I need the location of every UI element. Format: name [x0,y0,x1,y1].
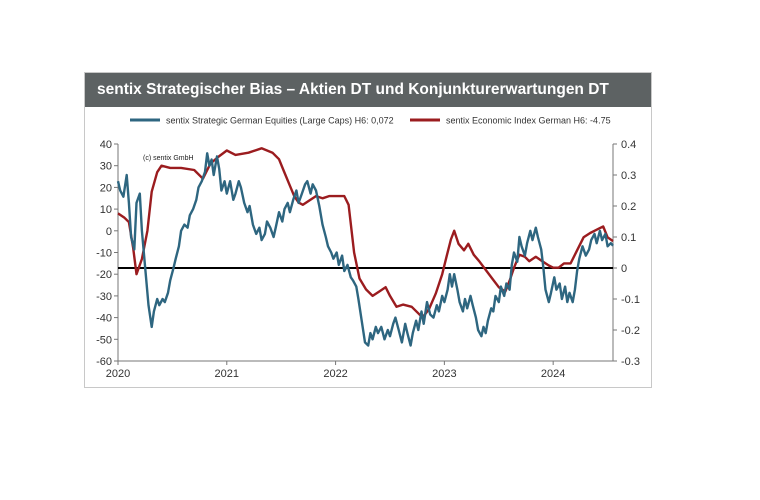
series-line-economic [117,147,614,319]
x-tick-label: 2020 [106,368,130,380]
y-left-tick-label: -30 [96,291,112,303]
axes: 40 30 20 10 0 -10 -20 -30 -40 -50 -60 0.4 0.3 0.2 0.1 0… [96,139,640,380]
y-left-tick-label: 20 [100,182,112,194]
series-lines [116,147,614,347]
y-left-tick-label: 40 [100,139,112,151]
y-left-tick-label: -60 [96,356,112,368]
y-right-tick-label: 0.4 [621,139,636,151]
chart-frame: sentix Strategischer Bias – Aktien DT un… [84,72,652,388]
x-tick-label: 2023 [432,368,456,380]
legend-label-economic: sentix Economic Index German H6: -4.75 [446,116,611,126]
y-right-tick-label: -0.1 [621,294,640,306]
y-right-tick-label: 0.2 [621,201,636,213]
legend: sentix Strategic German Equities (Large … [130,116,611,126]
legend-label-equities: sentix Strategic German Equities (Large … [166,116,394,126]
series-line-equities [116,152,614,347]
y-left-tick-label: 0 [106,226,112,238]
y-right-tick-label: -0.3 [621,356,640,368]
y-right-tick-label: 0.3 [621,170,636,182]
y-right-tick-label: -0.2 [621,325,640,337]
chart-title: sentix Strategischer Bias – Aktien DT un… [85,73,651,107]
x-tick-label: 2024 [541,368,565,380]
x-tick-label: 2021 [215,368,239,380]
x-tick-label: 2022 [323,368,347,380]
y-left-tick-label: 30 [100,161,112,173]
y-right-tick-label: 0 [621,263,627,275]
copyright-note: (c) sentix GmbH [143,155,194,162]
y-left-tick-label: -20 [96,269,112,281]
y-right-tick-label: 0.1 [621,232,636,244]
y-left-tick-label: -40 [96,313,112,325]
y-left-tick-label: -50 [96,334,112,346]
y-left-tick-label: 10 [100,204,112,216]
y-left-tick-label: -10 [96,248,112,260]
